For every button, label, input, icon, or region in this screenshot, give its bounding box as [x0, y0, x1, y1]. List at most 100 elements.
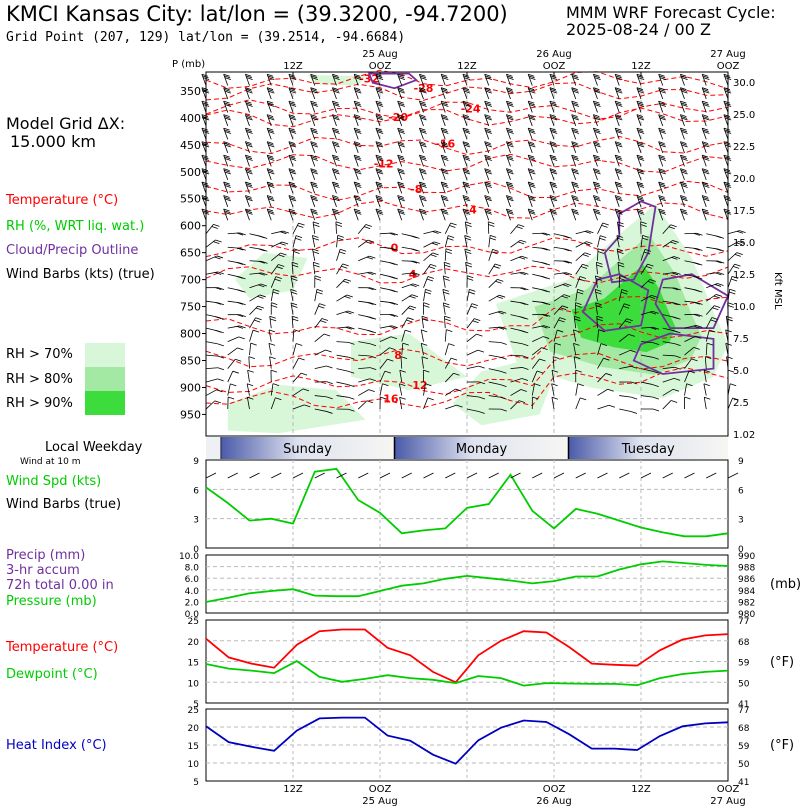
wind-barb [532, 336, 544, 342]
wind-barb [597, 373, 607, 383]
wind-barb [640, 249, 646, 261]
wind-barb-flag [434, 241, 441, 245]
wind-barb [249, 294, 260, 302]
wind-barb-flag [500, 384, 507, 387]
wind-barb-flag [326, 365, 333, 369]
wind-barb-flag [704, 396, 711, 400]
wind-barb-flag [637, 131, 645, 134]
wind-barb-flag [376, 102, 383, 106]
wind-barb-flag [389, 347, 396, 351]
heat-index-right-tick-label: 68 [738, 724, 750, 734]
wind-barb-flag [376, 185, 384, 188]
wind-barb-flag [681, 198, 688, 202]
wind-barb [619, 408, 632, 412]
wind-barb-flag [246, 171, 253, 175]
wind-barb [269, 356, 272, 369]
wind-barb [270, 397, 276, 410]
wind-barb-flag [652, 370, 659, 374]
forecast-cycle-value: 2025-08-24 / 00 Z [566, 20, 711, 39]
wind-barb-flag [616, 171, 623, 175]
wind-barb-flag [680, 210, 688, 214]
wind-barb [573, 356, 577, 369]
wind-barb-flag [499, 294, 506, 298]
wind-barb-flag [430, 264, 437, 267]
wind-barb [684, 358, 692, 369]
wind-barb-flag [541, 347, 548, 350]
wind-barb-flag [224, 158, 231, 161]
wind-barb-flag [268, 171, 275, 175]
wind-barb-flag [342, 280, 350, 284]
wind-barb-flag [680, 115, 688, 119]
wind-barb-flag [280, 252, 287, 256]
wind-barb-flag [397, 154, 404, 158]
wind-barb-flag [500, 396, 507, 400]
wind-barb-flag [615, 195, 622, 198]
wind-barb-flag [273, 288, 280, 292]
wind-barb-flag [443, 278, 450, 281]
wind-barb [271, 241, 283, 248]
wind-barb [727, 230, 740, 235]
wind-barb-flag [659, 156, 666, 160]
wind-barb-flag [268, 329, 276, 333]
wind-barb-flag [572, 144, 579, 148]
wind-barb-flag [224, 185, 231, 188]
wind-barb-flag [507, 104, 514, 107]
wind-barb [444, 357, 452, 369]
wind-barb-flag [398, 115, 405, 119]
wind-barb-flag [562, 284, 569, 287]
wind-barb-flag [572, 210, 579, 214]
temperature-contour-label: 16 [383, 392, 399, 405]
wind-barb [662, 388, 674, 396]
wind-barb-flag [478, 365, 485, 369]
pressure-tick-label: 700 [180, 274, 201, 287]
wind-barb-flag [223, 154, 230, 158]
wind-barb-flag [528, 129, 535, 133]
wind-barb [247, 370, 250, 383]
wind-barb-flag [723, 127, 731, 131]
wind-barb [227, 358, 236, 369]
wind-barb-flag [390, 336, 398, 340]
wind-barb-flag [463, 210, 470, 214]
wind-barb-flag [224, 212, 231, 215]
wind-barb-flag [420, 144, 427, 148]
wind-barb-flag [398, 185, 405, 188]
heat-index-left-tick-label: 20 [188, 724, 200, 734]
wind-barb-flag [375, 208, 383, 212]
wind-barb-flag [367, 302, 374, 305]
temp-dew-series-line [205, 660, 729, 687]
wind-barb-flag [342, 263, 349, 267]
surface-wind-barb [271, 472, 282, 479]
wind-barb-flag [636, 141, 644, 144]
wind-barb [640, 295, 652, 302]
wind-barb-flag [246, 117, 253, 121]
wind-barb-flag [529, 185, 536, 188]
weekday-title: Local Weekday [45, 440, 143, 455]
wind-barb-flag [354, 115, 361, 119]
wind-barb-flag [289, 77, 297, 80]
wind-speed-right-tick-label: 9 [738, 457, 744, 467]
wind-barb-flag [462, 154, 470, 158]
wind-barb [423, 383, 426, 396]
wind-barb [466, 303, 473, 315]
dewpoint-label: Dewpoint (°C) [6, 667, 98, 682]
wind-barb-flag [549, 208, 557, 212]
day-band-lead [206, 437, 221, 459]
wind-barb-flag [631, 396, 638, 400]
wind-barb-flag [637, 142, 644, 146]
wind-barb-flag [311, 129, 318, 133]
wind-barb-flag [289, 156, 296, 160]
pressure-series-line [205, 560, 729, 603]
wind-barb-flag [484, 100, 491, 104]
wind-barb-flag [600, 343, 608, 346]
wind-barb-flag [693, 289, 700, 292]
wind-barb-flag [397, 141, 404, 144]
wind-barb-flag [615, 183, 622, 187]
bottom-date-label: 25 Aug [362, 796, 397, 807]
wind-barb-flag [267, 100, 274, 104]
wind-barb-flag [553, 356, 560, 360]
wind-barb-flag [549, 87, 557, 91]
wind-barb-flag [637, 185, 645, 188]
wind-barb-flag [478, 411, 485, 414]
wind-barb-flag [462, 73, 470, 77]
wind-barb [575, 397, 581, 410]
